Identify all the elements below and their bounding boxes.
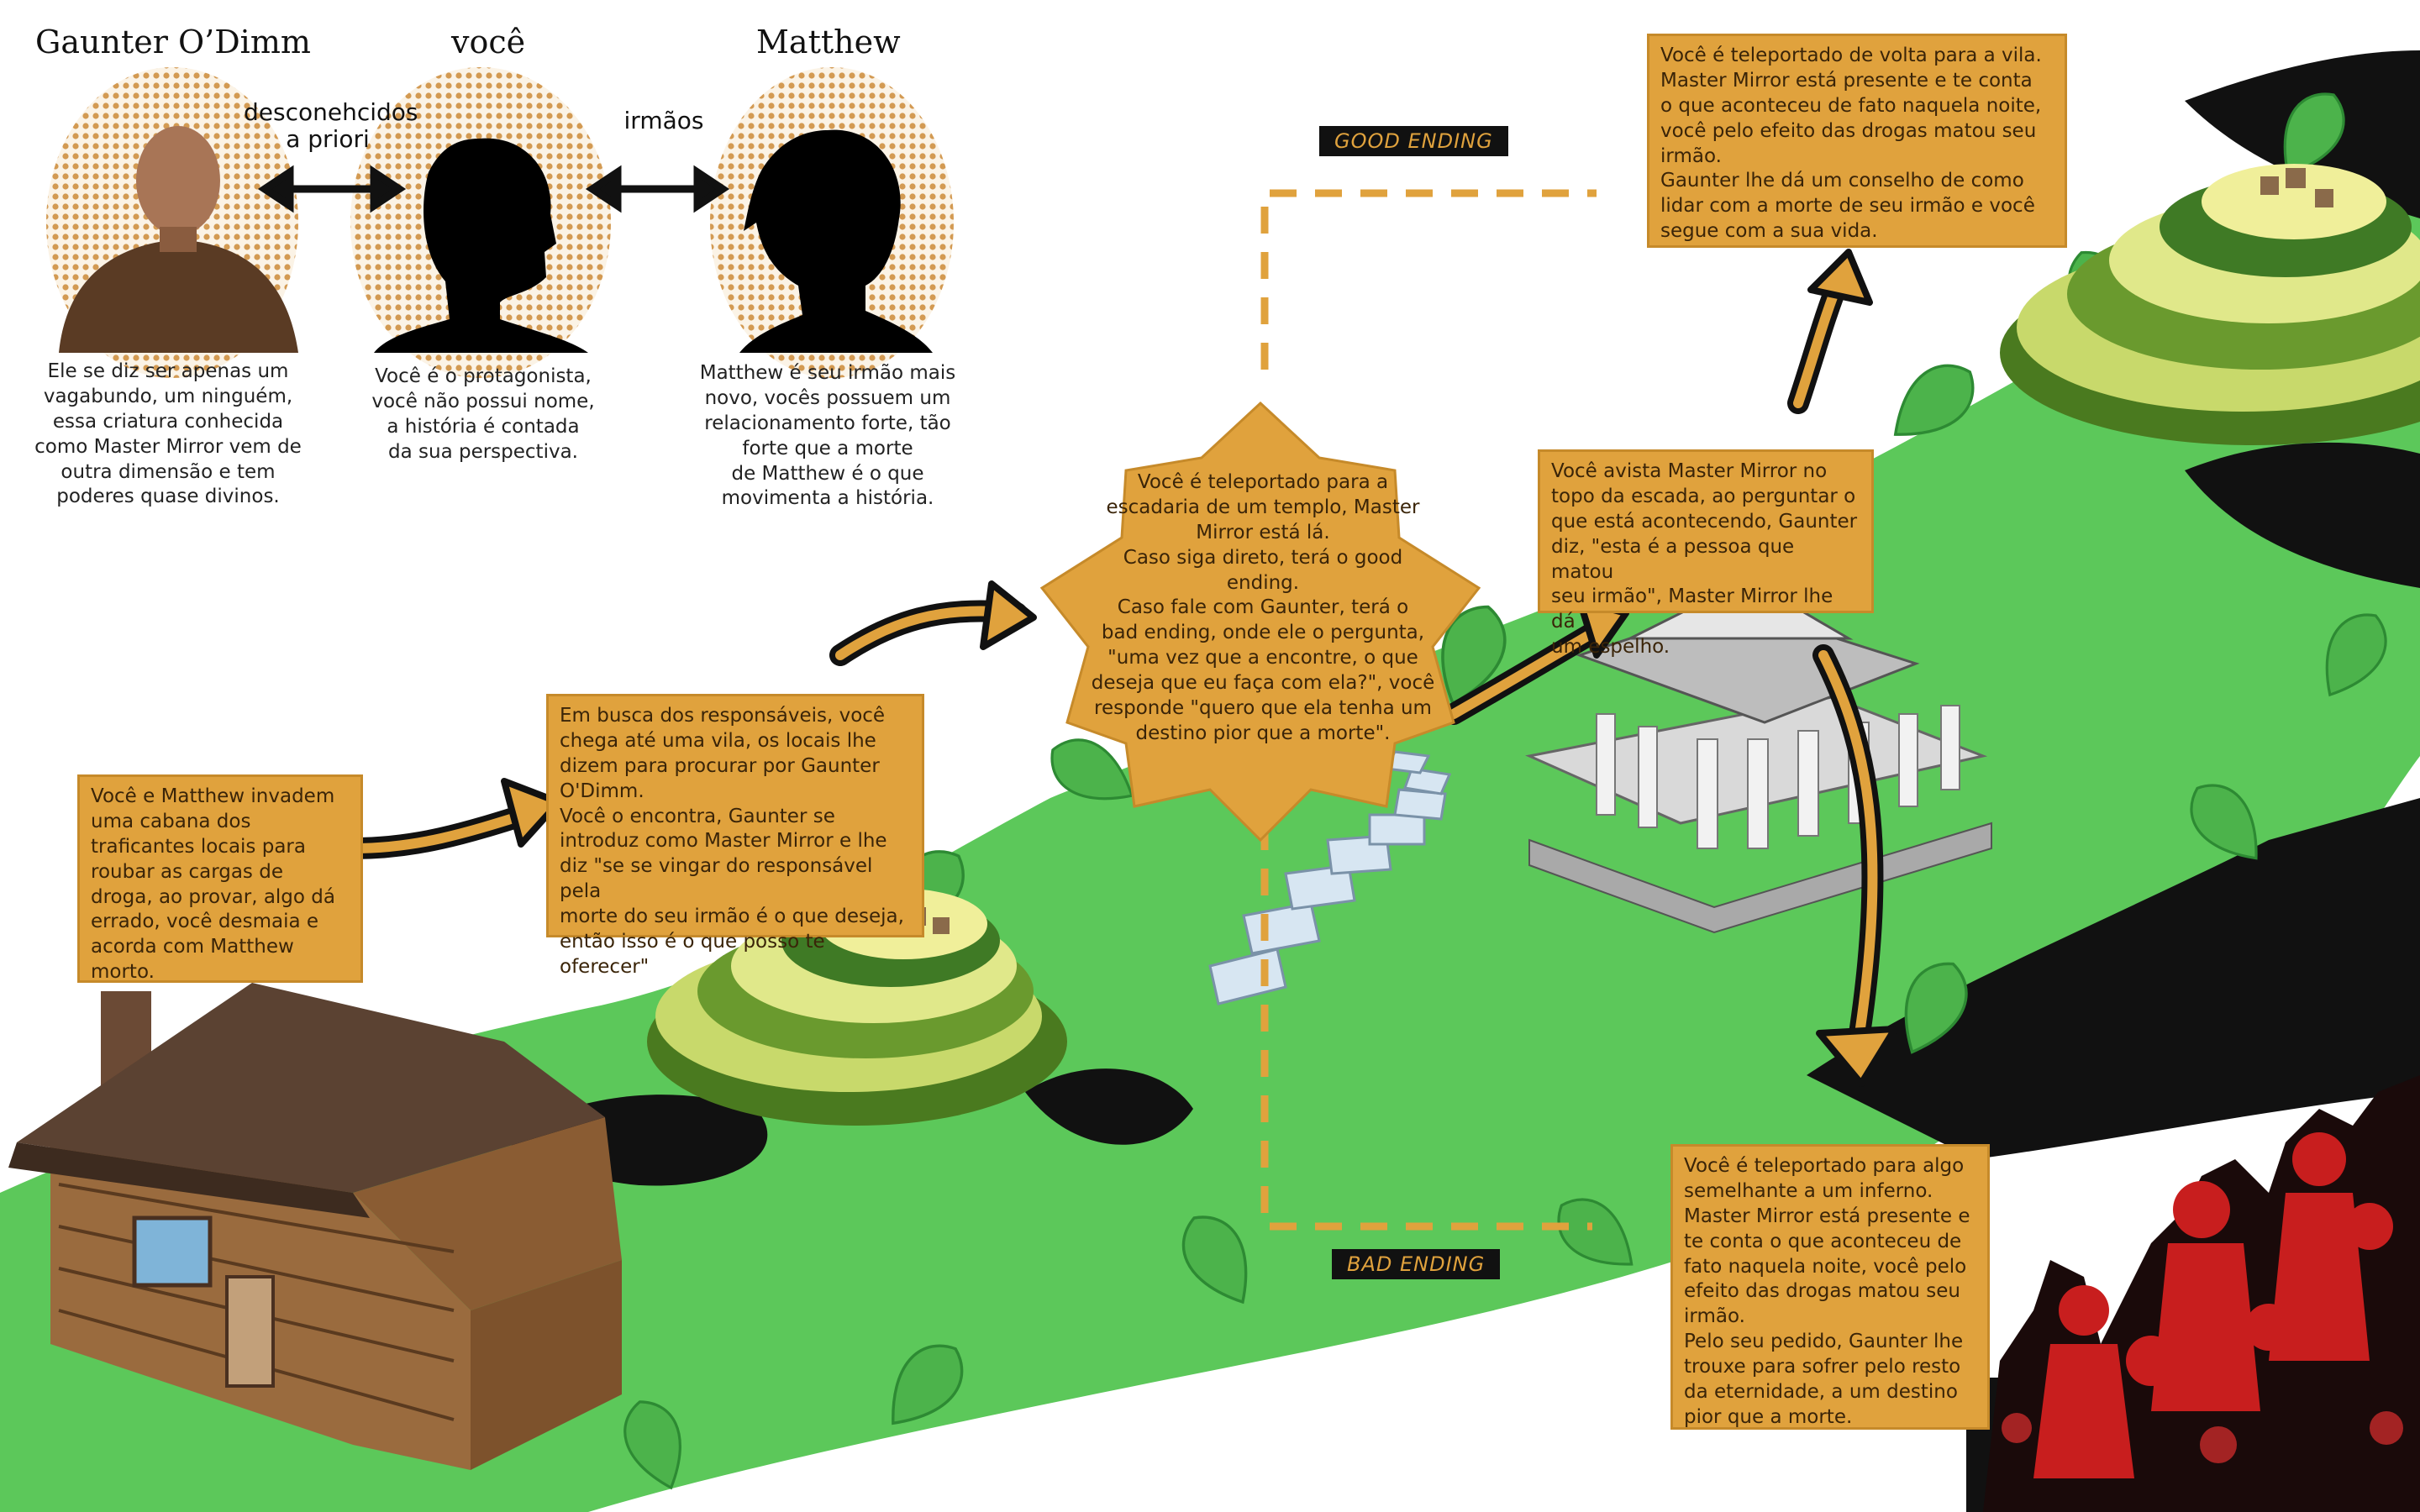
name-gaunter: Gaunter O’Dimm xyxy=(35,24,311,60)
portrait-voce xyxy=(350,67,611,378)
good-ending-label: GOOD ENDING xyxy=(1319,126,1508,156)
story-step-4: Você avista Master Mirror no topo da esc… xyxy=(1538,449,1874,658)
relation-arrows xyxy=(257,165,730,213)
name-voce: você xyxy=(451,24,526,60)
caption-voce: Você é o protagonista, você não possui n… xyxy=(371,365,595,463)
story-bad-ending: Você é teleportado para algo semelhante … xyxy=(1670,1144,1990,1430)
flow-arrows xyxy=(342,249,1898,1087)
name-matthew: Matthew xyxy=(756,24,901,60)
portrait-gaunter xyxy=(46,67,298,378)
portrait-matthew xyxy=(710,67,954,378)
relation-gaunter-voce: desconehcidos a priori xyxy=(244,98,418,154)
relation-voce-matthew: irmãos xyxy=(623,107,704,134)
step3-starburst xyxy=(1039,401,1481,843)
caption-gaunter: Ele se diz ser apenas um vagabundo, um n… xyxy=(34,360,302,508)
story-good-ending: Você é teleportado de volta para a vila.… xyxy=(1647,34,2067,248)
cabin-illustration xyxy=(8,983,622,1470)
ending-paths xyxy=(1260,189,1597,1231)
caption-matthew: Matthew é seu irmão mais novo, vocês pos… xyxy=(699,362,956,510)
village-hill-2 xyxy=(2000,164,2420,445)
story-step-2: Em busca dos responsáveis, você chega at… xyxy=(546,694,924,978)
story-step-1: Você e Matthew invadem uma cabana dos tr… xyxy=(77,774,363,983)
story-step-3: Você é teleportado para a escadaria de u… xyxy=(1091,471,1435,744)
bad-ending-label: BAD ENDING xyxy=(1332,1249,1501,1279)
demons-illustration xyxy=(1966,1075,2420,1512)
